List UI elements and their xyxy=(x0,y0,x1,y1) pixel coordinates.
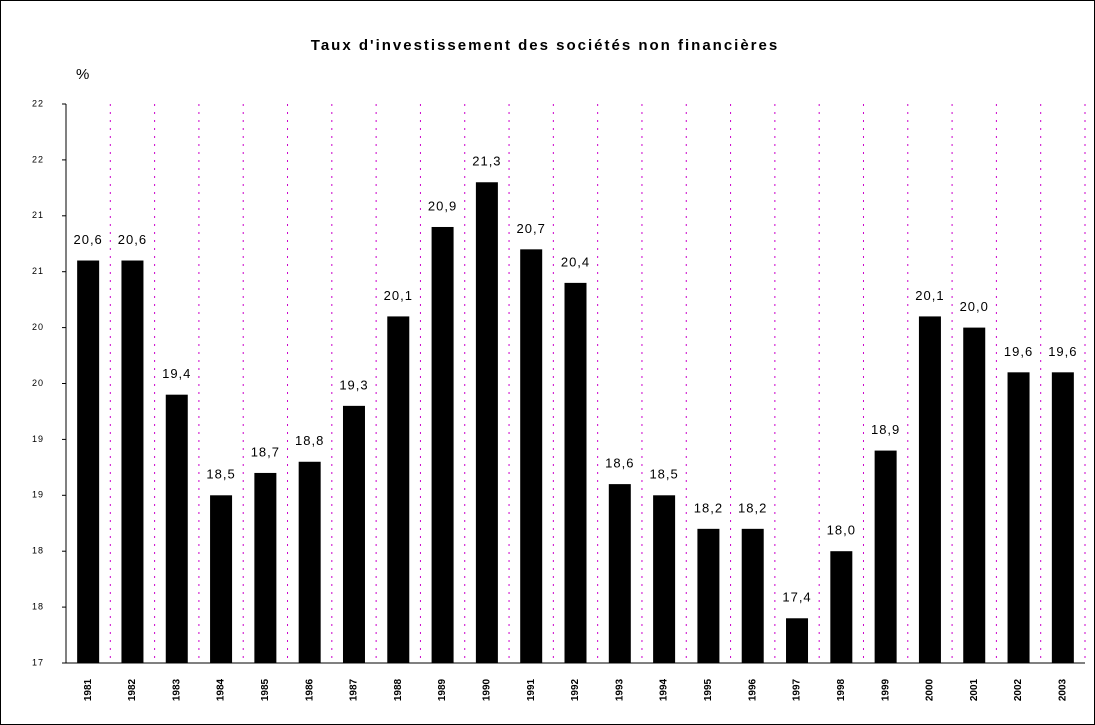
value-label: 18,2 xyxy=(694,500,723,515)
x-tick-label: 2003 xyxy=(1057,678,1068,701)
y-tick-label: 18 xyxy=(32,601,44,611)
value-label: 20,6 xyxy=(73,232,102,247)
bar xyxy=(697,528,720,663)
bar xyxy=(963,327,986,663)
y-tick-label: 21 xyxy=(32,210,44,220)
value-label: 21,3 xyxy=(472,154,501,169)
bar xyxy=(1051,372,1074,663)
x-tick-label: 1982 xyxy=(127,678,138,701)
value-label: 18,5 xyxy=(206,467,235,482)
y-tick-label: 19 xyxy=(32,434,44,444)
bar xyxy=(298,461,321,663)
value-label: 18,5 xyxy=(649,467,678,482)
x-tick-label: 1984 xyxy=(216,678,227,701)
x-tick-label: 1994 xyxy=(659,678,670,701)
bar xyxy=(786,618,809,663)
x-tick-label: 1993 xyxy=(614,678,625,701)
bar xyxy=(653,495,676,663)
value-label: 18,2 xyxy=(738,500,767,515)
x-tick-label: 1999 xyxy=(880,678,891,701)
y-tick-label: 19 xyxy=(32,490,44,500)
x-tick-label: 1998 xyxy=(836,678,847,701)
bar xyxy=(210,495,233,663)
value-label: 18,0 xyxy=(827,523,856,538)
x-tick-label: 1983 xyxy=(171,678,182,701)
value-label: 20,1 xyxy=(384,288,413,303)
value-label: 20,9 xyxy=(428,198,457,213)
x-tick-label: 1986 xyxy=(304,678,315,701)
value-label: 17,4 xyxy=(782,590,811,605)
bar xyxy=(121,260,144,663)
x-tick-label: 1995 xyxy=(703,678,714,701)
x-tick-label: 2002 xyxy=(1013,678,1024,701)
bar xyxy=(475,182,498,663)
value-label: 20,6 xyxy=(118,232,147,247)
y-tick-label: 20 xyxy=(32,322,44,332)
bar xyxy=(918,316,941,663)
bar xyxy=(431,226,454,664)
bar xyxy=(520,249,543,663)
value-label: 18,9 xyxy=(871,422,900,437)
value-label: 20,0 xyxy=(960,299,989,314)
x-tick-label: 1996 xyxy=(747,678,758,701)
y-tick-label: 21 xyxy=(32,266,44,276)
x-tick-label: 1989 xyxy=(437,678,448,701)
y-tick-label: 20 xyxy=(32,378,44,388)
value-label: 18,6 xyxy=(605,456,634,471)
bar xyxy=(564,282,587,663)
value-label: 18,7 xyxy=(251,444,280,459)
x-tick-label: 1990 xyxy=(482,678,493,701)
y-tick-label: 22 xyxy=(32,98,44,108)
bar xyxy=(830,551,853,663)
value-label: 20,7 xyxy=(517,221,546,236)
value-label: 19,6 xyxy=(1048,344,1077,359)
chart-title: Taux d'investissement des sociétés non f… xyxy=(311,37,779,54)
bar xyxy=(741,528,764,663)
x-tick-label: 1981 xyxy=(83,678,94,701)
bar xyxy=(874,450,897,663)
value-label: 18,8 xyxy=(295,433,324,448)
y-tick-label: 18 xyxy=(32,546,44,556)
value-label: 20,4 xyxy=(561,254,590,269)
y-tick-label: 17 xyxy=(32,657,44,667)
x-tick-label: 2001 xyxy=(969,678,980,701)
x-tick-label: 1985 xyxy=(260,678,271,701)
bar xyxy=(254,472,277,663)
x-tick-label: 1991 xyxy=(526,678,537,701)
bar xyxy=(77,260,100,663)
value-label: 19,4 xyxy=(162,366,191,381)
x-tick-label: 1987 xyxy=(349,678,360,701)
bar xyxy=(342,405,365,663)
value-label: 19,6 xyxy=(1004,344,1033,359)
x-tick-label: 1997 xyxy=(792,678,803,701)
bar xyxy=(165,394,188,663)
bar xyxy=(608,484,631,663)
bar xyxy=(1007,372,1030,663)
x-tick-label: 1988 xyxy=(393,678,404,701)
x-tick-label: 2000 xyxy=(925,678,936,701)
value-label: 20,1 xyxy=(915,288,944,303)
y-axis-label: % xyxy=(76,66,89,83)
bar xyxy=(387,316,410,663)
x-tick-label: 1992 xyxy=(570,678,581,701)
y-tick-label: 22 xyxy=(32,154,44,164)
value-label: 19,3 xyxy=(339,377,368,392)
